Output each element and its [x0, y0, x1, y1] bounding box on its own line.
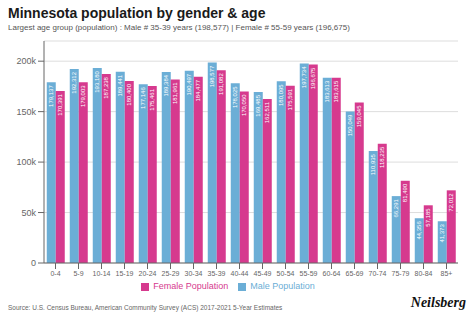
svg-text:100k: 100k: [16, 157, 36, 167]
svg-text:197,734: 197,734: [301, 66, 307, 88]
svg-text:72,012: 72,012: [448, 193, 454, 212]
svg-text:30-34: 30-34: [185, 270, 203, 277]
svg-text:66,291: 66,291: [393, 198, 399, 217]
svg-text:65-69: 65-69: [346, 270, 364, 277]
svg-text:177,146: 177,146: [140, 87, 146, 109]
svg-text:180,095: 180,095: [278, 84, 284, 106]
svg-text:181,961: 181,961: [172, 82, 178, 104]
svg-text:35-39: 35-39: [208, 270, 226, 277]
svg-text:44,356: 44,356: [416, 221, 422, 240]
svg-text:150,049: 150,049: [347, 114, 353, 136]
svg-text:170,050: 170,050: [241, 94, 247, 116]
svg-text:162,511: 162,511: [264, 101, 270, 123]
svg-text:184,477: 184,477: [195, 79, 201, 101]
svg-text:110,935: 110,935: [370, 153, 376, 175]
svg-text:190,497: 190,497: [186, 73, 192, 95]
svg-text:20-24: 20-24: [139, 270, 157, 277]
svg-text:57,185: 57,185: [425, 208, 431, 227]
svg-text:196,675: 196,675: [310, 67, 316, 89]
svg-text:75-79: 75-79: [392, 270, 410, 277]
svg-text:0-4: 0-4: [50, 270, 60, 277]
svg-text:70-74: 70-74: [369, 270, 387, 277]
html-text:Minnesota population by gender: Minnesota population by gender & age: [8, 5, 266, 21]
svg-text:180,400: 180,400: [126, 83, 132, 105]
svg-text:191,082: 191,082: [218, 73, 224, 95]
svg-text:85+: 85+: [441, 270, 453, 277]
svg-text:159,045: 159,045: [356, 105, 362, 127]
svg-text:118,235: 118,235: [379, 146, 385, 168]
svg-text:178,025: 178,025: [232, 86, 238, 108]
svg-text:175,461: 175,461: [149, 88, 155, 110]
svg-text:60-64: 60-64: [323, 270, 341, 277]
svg-text:169,485: 169,485: [255, 94, 261, 116]
svg-text:179,003: 179,003: [80, 85, 86, 107]
html-text:Neilsberg: Neilsberg: [410, 295, 466, 310]
svg-text:200k: 200k: [16, 56, 36, 66]
svg-text:25-29: 25-29: [162, 270, 180, 277]
html-text:Largest age group (population): Largest age group (population) : Male # …: [8, 23, 350, 32]
svg-text:41,373: 41,373: [439, 224, 445, 243]
html-text:Source: U.S. Census Bureau, Am: Source: U.S. Census Bureau, American Com…: [8, 304, 283, 311]
svg-text:15-19: 15-19: [116, 270, 134, 277]
svg-text:10-14: 10-14: [93, 270, 111, 277]
svg-text:81,490: 81,490: [402, 183, 408, 202]
html-text:Female Population: Female Population: [153, 281, 229, 291]
svg-text:55-59: 55-59: [300, 270, 318, 277]
svg-text:192,312: 192,312: [71, 71, 77, 93]
svg-text:45-49: 45-49: [254, 270, 272, 277]
svg-text:175,591: 175,591: [287, 88, 293, 110]
svg-text:183,613: 183,613: [324, 80, 330, 102]
svg-text:179,137: 179,137: [48, 85, 54, 107]
svg-text:150k: 150k: [16, 107, 36, 117]
svg-text:198,577: 198,577: [209, 65, 215, 87]
svg-text:50k: 50k: [21, 208, 36, 218]
svg-text:189,441: 189,441: [117, 74, 123, 96]
svg-text:183,615: 183,615: [333, 80, 339, 102]
svg-text:5-9: 5-9: [73, 270, 83, 277]
svg-text:0: 0: [31, 258, 36, 268]
svg-text:170,391: 170,391: [57, 93, 63, 115]
html-text:Male Population: Male Population: [250, 281, 315, 291]
svg-text:193,180: 193,180: [94, 70, 100, 92]
svg-text:50-54: 50-54: [277, 270, 295, 277]
svg-text:40-44: 40-44: [231, 270, 249, 277]
svg-text:189,384: 189,384: [163, 74, 169, 96]
svg-text:187,238: 187,238: [103, 76, 109, 98]
svg-text:80-84: 80-84: [415, 270, 433, 277]
